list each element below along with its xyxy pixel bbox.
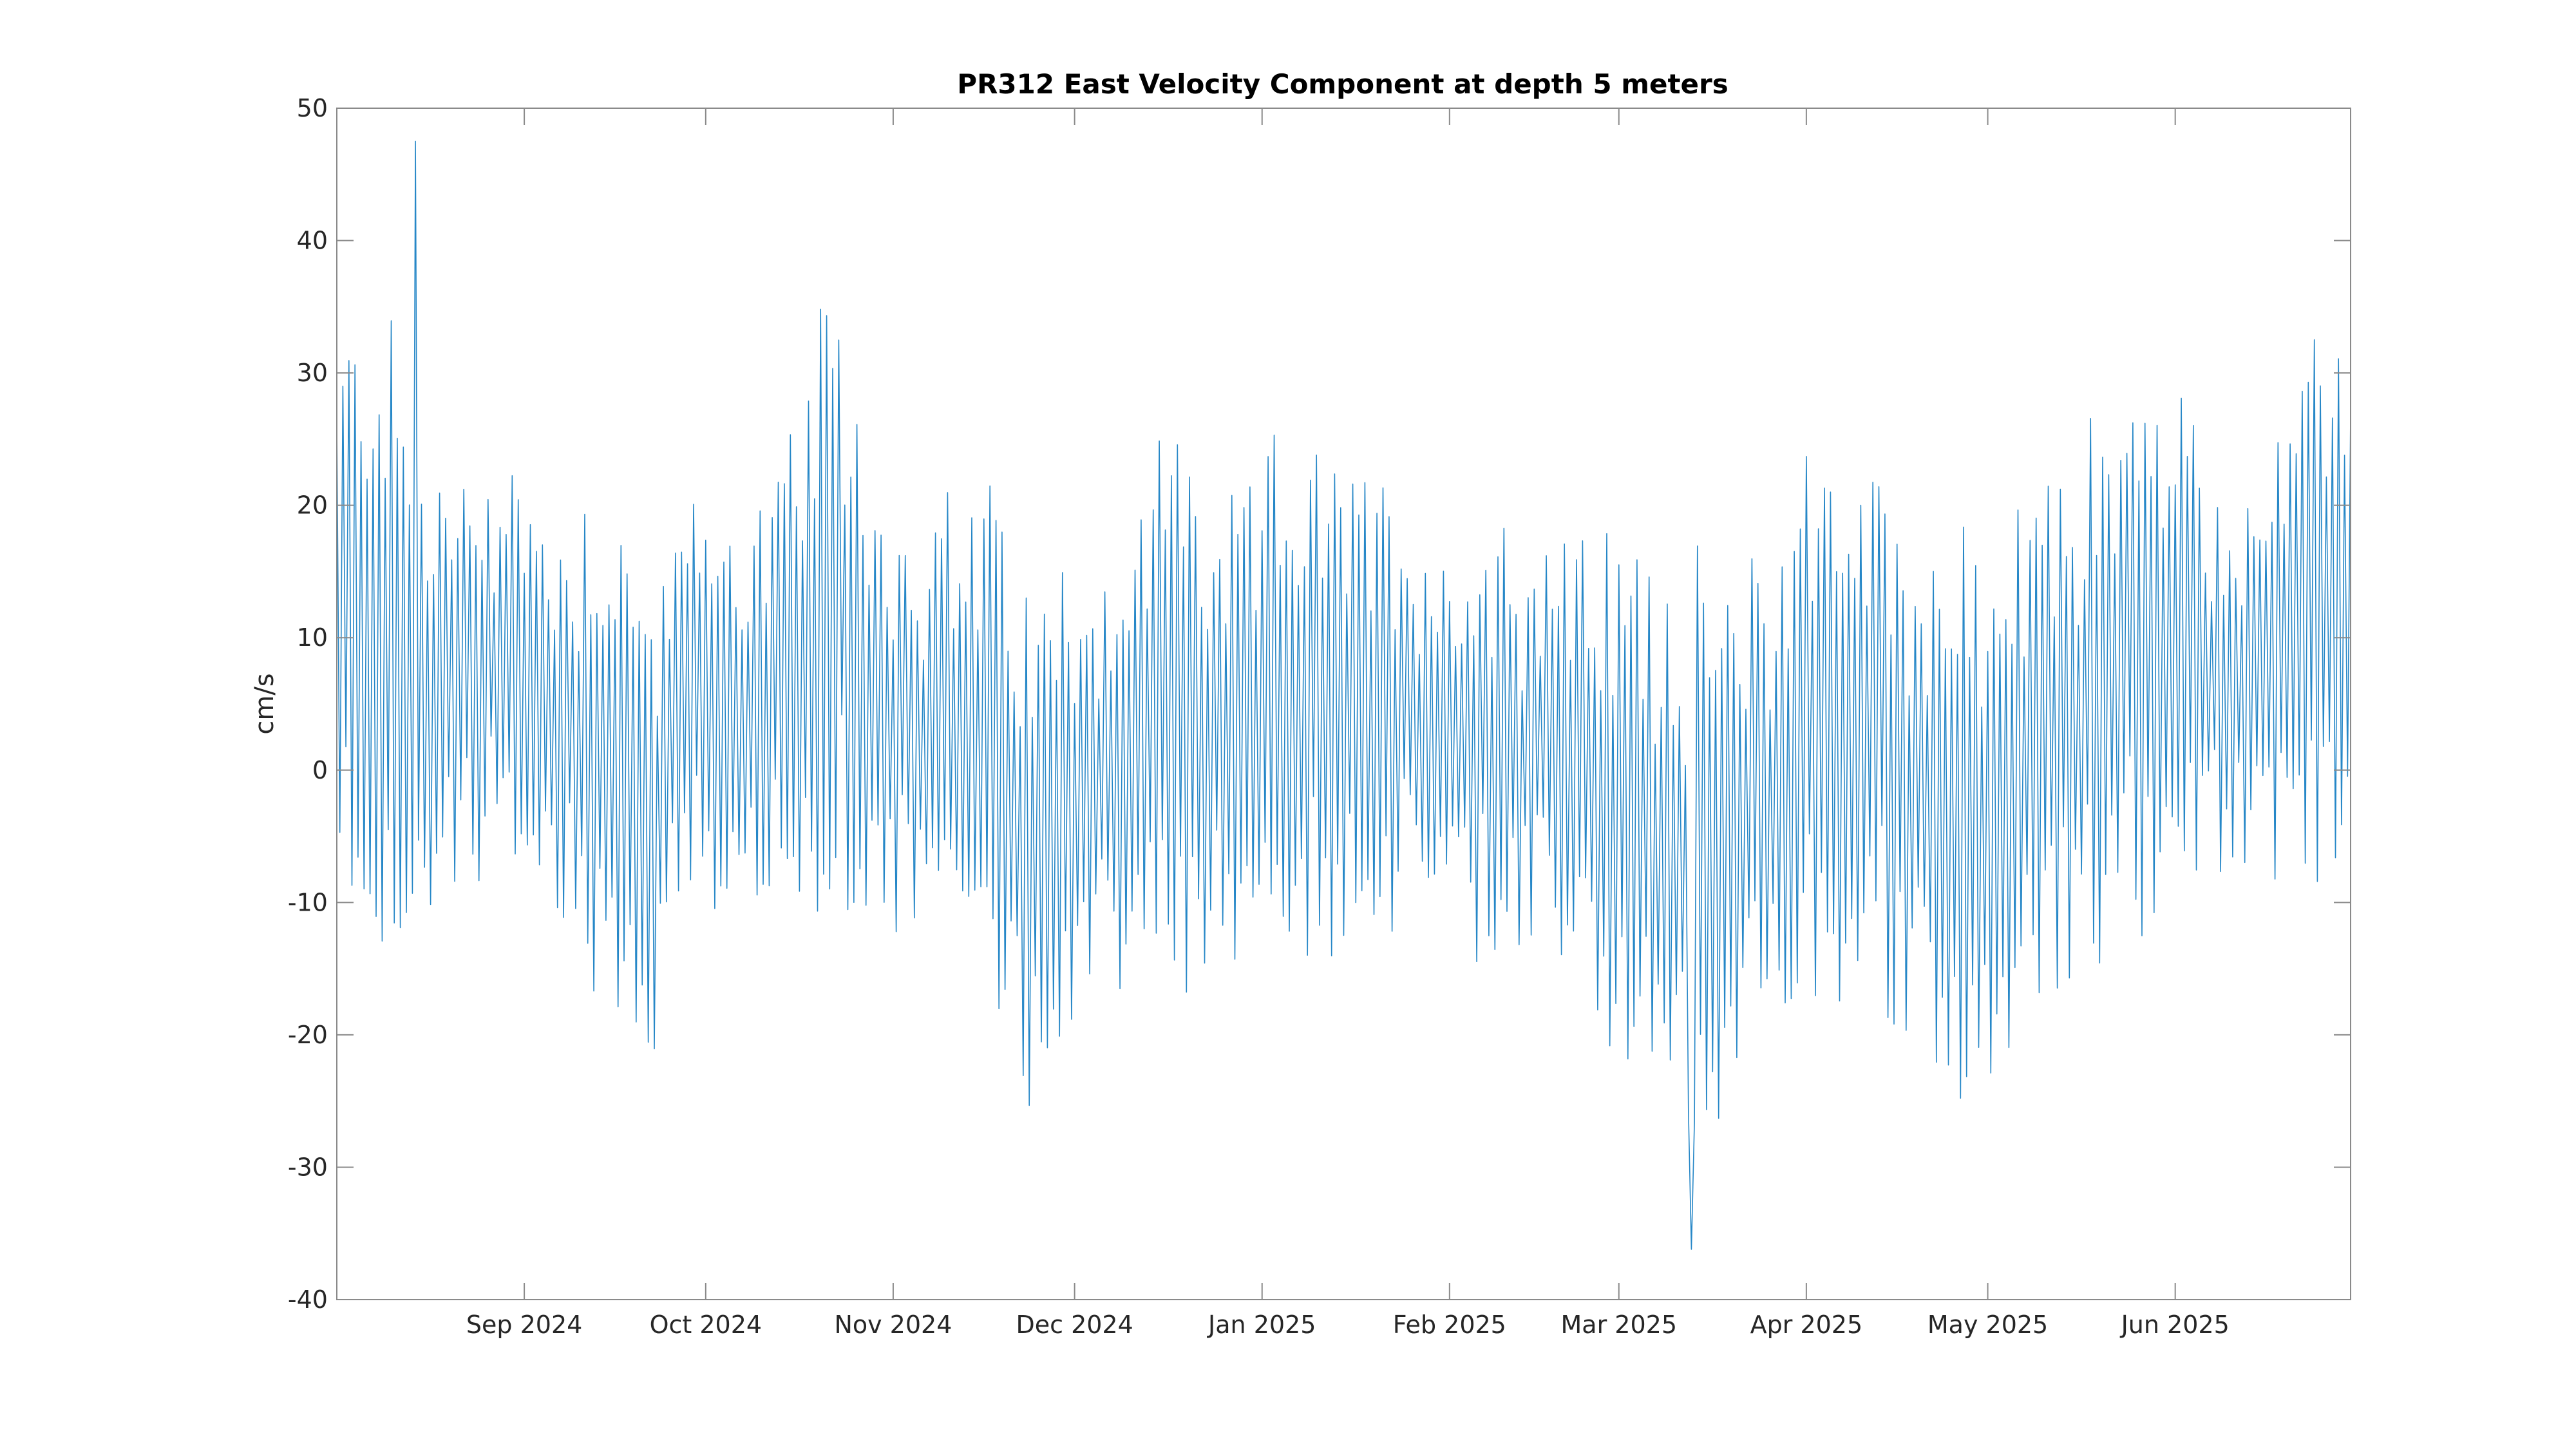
y-axis-label: cm/s — [250, 673, 279, 734]
plot-frame — [336, 108, 2351, 1300]
y-tick-label: 20 — [297, 491, 328, 520]
y-tick-label: -20 — [288, 1021, 328, 1049]
chart-title: PR312 East Velocity Component at depth 5… — [957, 68, 1728, 100]
x-tick-label: Dec 2024 — [1016, 1311, 1133, 1339]
y-tick-label: 50 — [297, 94, 328, 122]
x-tick-label: Oct 2024 — [650, 1311, 762, 1339]
x-axis: Sep 2024 Oct 2024 Nov 2024 Dec 2024 Jan 2025… — [466, 108, 2230, 1339]
y-tick-label: -30 — [288, 1153, 328, 1181]
x-tick-label: Jan 2025 — [1207, 1311, 1316, 1339]
x-tick-label: Apr 2025 — [1750, 1311, 1863, 1339]
x-tick-label: Jun 2025 — [2120, 1311, 2230, 1339]
x-tick-label: Mar 2025 — [1561, 1311, 1677, 1339]
y-tick-label: 0 — [312, 756, 328, 784]
y-tick-label: 10 — [297, 623, 328, 652]
x-tick-label: Sep 2024 — [466, 1311, 582, 1339]
y-tick-label: 30 — [297, 359, 328, 387]
series-layer — [336, 140, 2351, 1250]
y-tick-label: -40 — [288, 1285, 328, 1314]
series-line — [336, 140, 2351, 1250]
x-tick-label: Nov 2024 — [834, 1311, 952, 1339]
x-tick-label: Feb 2025 — [1393, 1311, 1506, 1339]
y-axis: 50 40 30 20 10 0 -10 -20 -30 -40 — [288, 94, 2351, 1314]
plot-area — [337, 108, 2351, 1300]
y-tick-label: 40 — [297, 227, 328, 255]
y-tick-label: -10 — [288, 888, 328, 916]
x-tick-label: May 2025 — [1927, 1311, 2048, 1339]
